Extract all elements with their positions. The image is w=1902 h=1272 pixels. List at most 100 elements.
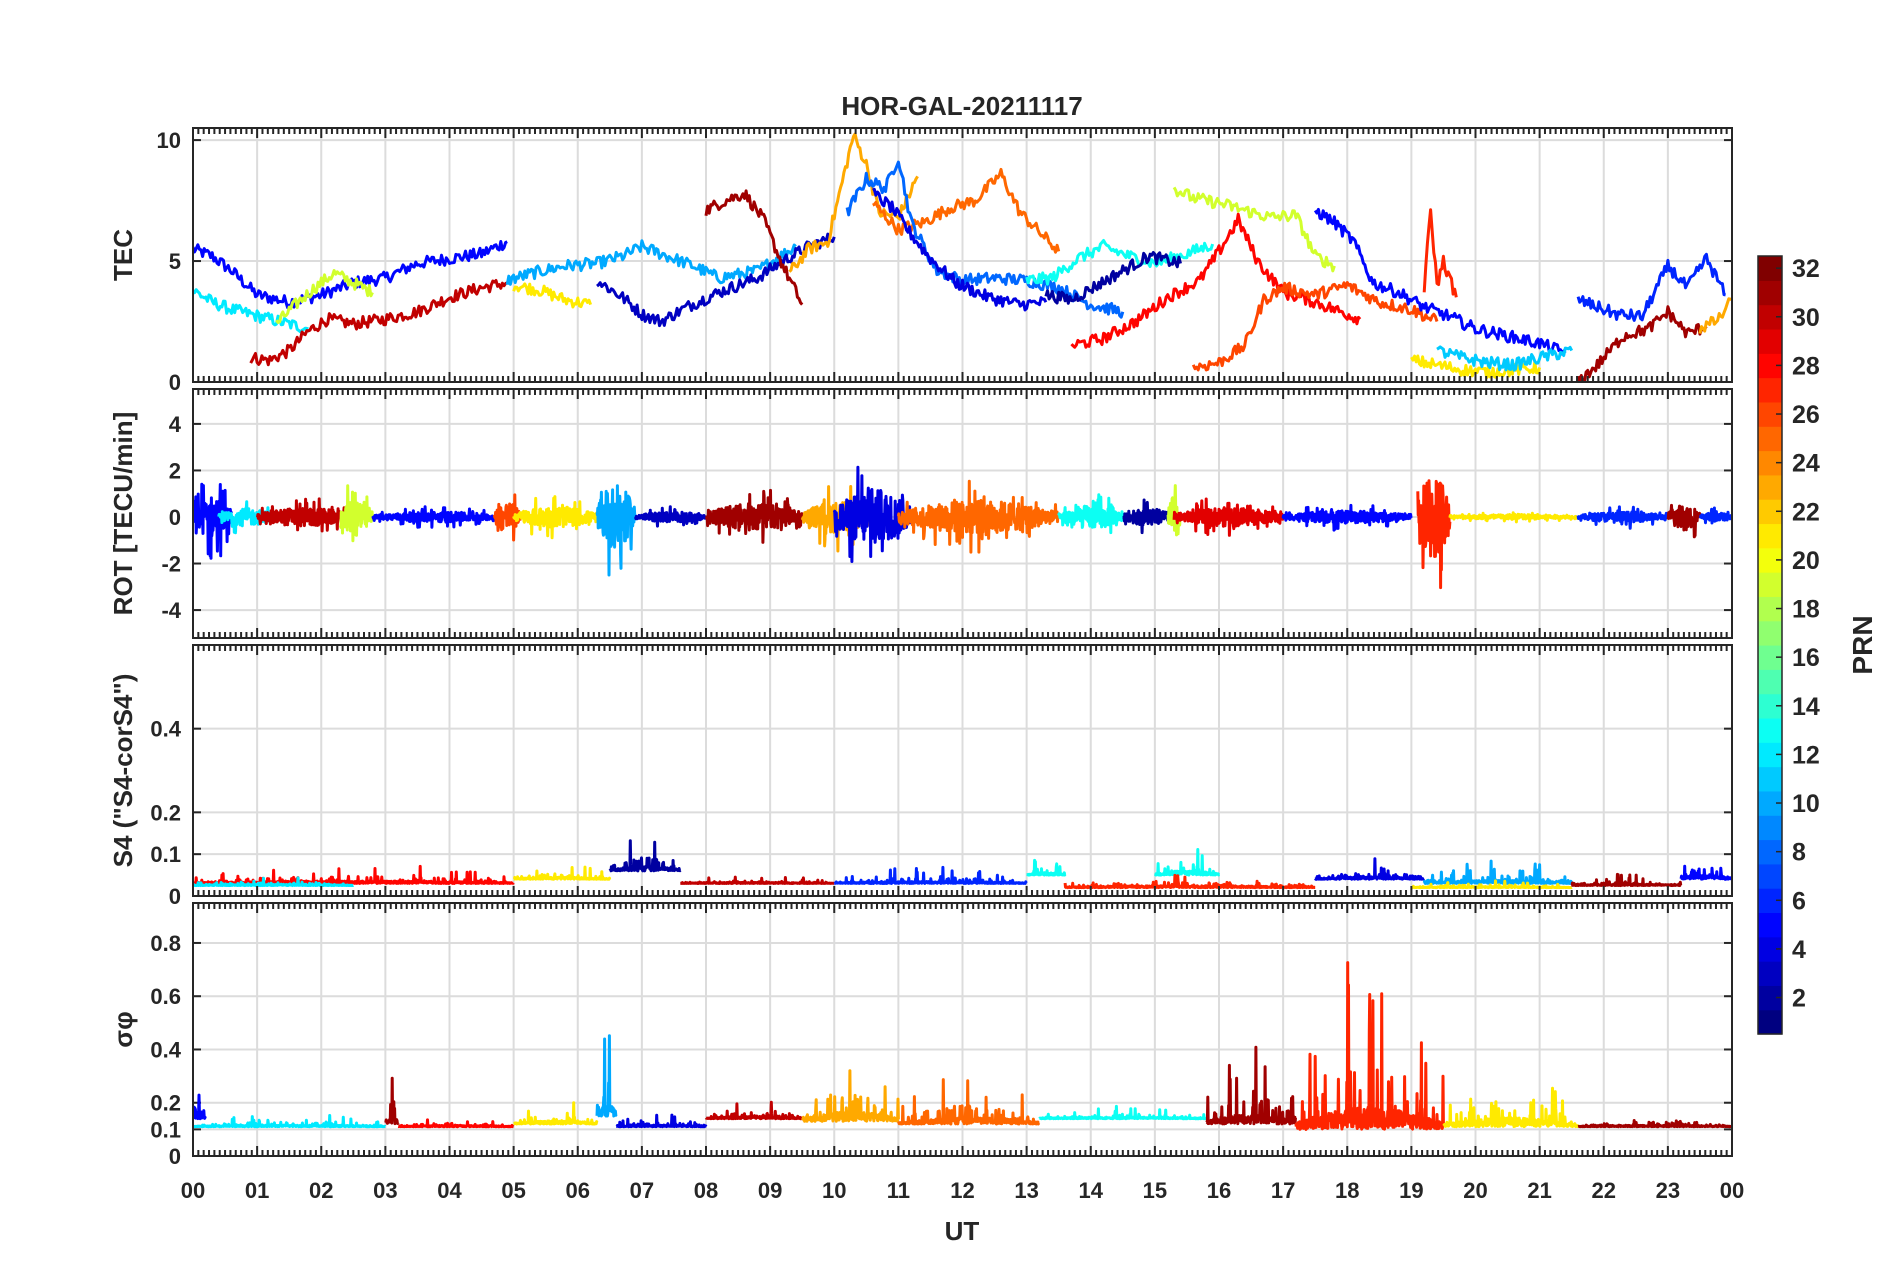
- series-prn-5: [1281, 503, 1413, 532]
- panel-1: 0 5 10 TEC: [108, 127, 1733, 395]
- x-tick-label: 10: [822, 1178, 846, 1203]
- series-prn-21: [1410, 879, 1573, 890]
- y-axis-label: σφ: [108, 1011, 138, 1047]
- series-prn-4: [832, 465, 913, 563]
- series-prn-3: [634, 505, 708, 528]
- colorbar-step: [1758, 717, 1782, 743]
- colorbar-tick-label: 30: [1792, 304, 1820, 332]
- series-prn-6: [833, 865, 1028, 885]
- series-group: [193, 132, 1732, 382]
- colorbar-tick-label: 2: [1792, 985, 1806, 1013]
- panel-2: -4 -2 0 2 4 ROT [TECU/min]: [108, 388, 1733, 639]
- series-prn-31: [704, 189, 804, 306]
- colorbar-step: [1758, 1009, 1782, 1035]
- series-prn-30: [704, 1100, 804, 1121]
- series-prn-10: [1422, 859, 1574, 885]
- y-tick-label: 2: [169, 458, 181, 483]
- series-prn-5: [193, 1093, 207, 1121]
- colorbar-step: [1758, 815, 1782, 841]
- series-prn-23: [788, 132, 919, 273]
- colorbar-step: [1758, 669, 1782, 695]
- series-prn-4: [1314, 857, 1426, 881]
- x-tick-label: 19: [1399, 1178, 1423, 1203]
- y-axis-label: TEC: [108, 229, 138, 281]
- x-tick-label: 22: [1592, 1178, 1616, 1203]
- series-prn-10: [595, 1034, 618, 1118]
- series-prn-13: [1038, 1104, 1208, 1121]
- colorbar-step: [1758, 766, 1782, 792]
- y-axis-label: S4 ("S4-corS4"): [108, 674, 138, 868]
- x-tick-label: 03: [373, 1178, 397, 1203]
- x-tick-label: 17: [1271, 1178, 1295, 1203]
- x-tick-label: 13: [1014, 1178, 1038, 1203]
- y-tick-label: 0: [169, 505, 181, 530]
- series-prn-3: [596, 232, 836, 328]
- y-tick-label: 4: [169, 412, 182, 437]
- x-axis: 00 01 02 03 04 05 06 07 08 09 10 11 12 13 14 15 16 17 18 19…: [181, 1178, 1744, 1203]
- series-prn-5: [1313, 207, 1567, 356]
- x-tick-label: 11: [887, 1178, 910, 1203]
- series-prn-13: [1153, 848, 1221, 877]
- series-prn-12: [193, 876, 355, 887]
- series-prn-27: [1294, 961, 1445, 1131]
- colorbar-step: [1758, 328, 1782, 354]
- series-prn-5: [371, 505, 503, 529]
- y-tick-label: 0: [169, 884, 181, 909]
- series-prn-28: [397, 1118, 515, 1129]
- series-prn-31: [384, 1076, 400, 1126]
- series-prn-27: [1063, 873, 1317, 890]
- y-tick-label: 0.8: [150, 931, 181, 956]
- colorbar-tick-label: 4: [1792, 936, 1806, 964]
- series-prn-13: [1057, 493, 1125, 535]
- colorbar-step: [1758, 912, 1782, 938]
- x-tick-label: 15: [1143, 1178, 1167, 1203]
- series-prn-10: [595, 484, 637, 577]
- series-prn-21: [1442, 1086, 1580, 1129]
- series-prn-6: [1698, 506, 1732, 525]
- series-group: [193, 465, 1732, 590]
- series-prn-2: [608, 839, 682, 873]
- x-tick-label: 16: [1207, 1178, 1231, 1203]
- x-tick-label: 14: [1079, 1178, 1104, 1203]
- x-tick-label: 01: [245, 1178, 269, 1203]
- x-tick-label: 12: [950, 1178, 974, 1203]
- series-prn-31: [1576, 305, 1708, 382]
- series-prn-31: [1666, 503, 1702, 539]
- y-tick-label: 0: [169, 1144, 181, 1169]
- series-prn-10: [505, 239, 797, 286]
- series-prn-21: [512, 865, 612, 881]
- series-prn-6: [1576, 505, 1670, 530]
- colorbar-tick-label: 10: [1792, 790, 1820, 818]
- x-tick-label: 07: [630, 1178, 654, 1203]
- series-prn-5: [193, 482, 233, 560]
- series-prn-11: [1436, 345, 1574, 372]
- series-prn-21: [512, 495, 599, 540]
- series-prn-21: [1410, 354, 1542, 380]
- y-tick-label: -4: [161, 598, 181, 623]
- x-tick-label: 05: [501, 1178, 525, 1203]
- colorbar-tick-label: 28: [1792, 352, 1820, 380]
- x-tick-label: 02: [309, 1178, 333, 1203]
- series-prn-27: [1422, 208, 1458, 298]
- x-tick-label: 04: [437, 1178, 462, 1203]
- chart-title: HOR-GAL-20211117: [841, 91, 1082, 121]
- y-tick-label: 0.6: [150, 984, 181, 1009]
- y-axis-label: ROT [TECU/min]: [108, 412, 138, 616]
- series-prn-23: [800, 1069, 900, 1123]
- colorbar-step: [1758, 961, 1782, 986]
- series-prn-5: [1679, 864, 1732, 881]
- colorbar-step: [1758, 863, 1782, 889]
- colorbar-tick-label: 18: [1792, 596, 1820, 624]
- colorbar-step: [1758, 377, 1782, 403]
- series-prn-27: [1416, 479, 1452, 590]
- series-prn-25: [896, 479, 1061, 554]
- series-prn-26: [492, 493, 522, 542]
- x-tick-label: 21: [1527, 1178, 1551, 1203]
- colorbar-tick-label: 6: [1792, 887, 1806, 915]
- series-prn-2: [1044, 251, 1182, 305]
- series-prn-28: [193, 864, 515, 885]
- x-tick-label: 18: [1335, 1178, 1359, 1203]
